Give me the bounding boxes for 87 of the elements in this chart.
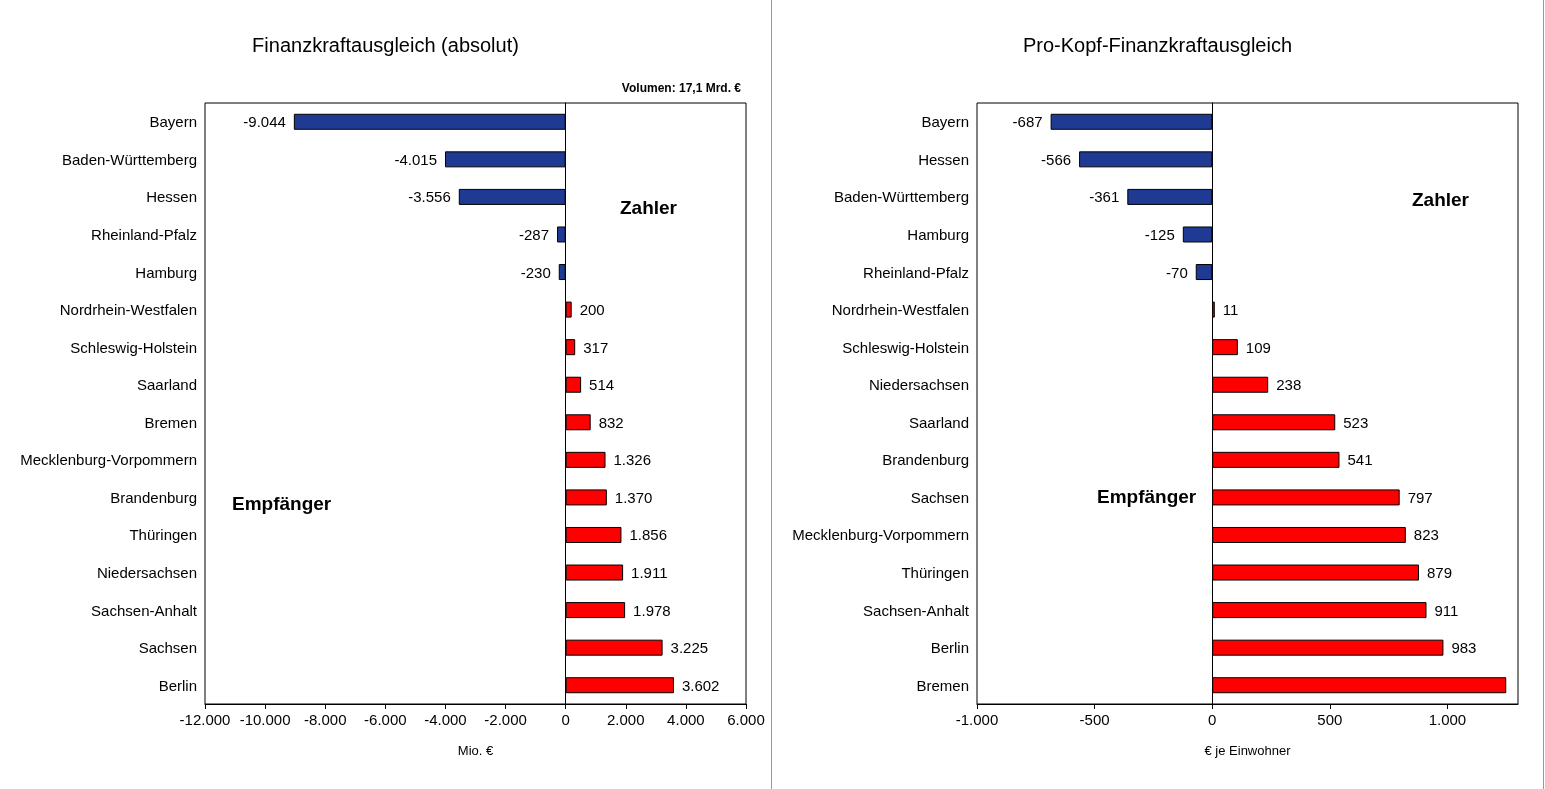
x-tick-label: -10.000 bbox=[239, 711, 291, 728]
x-tick-label: 4.000 bbox=[667, 711, 705, 728]
data-label: 200 bbox=[579, 301, 605, 319]
data-label: 3.225 bbox=[670, 639, 709, 657]
x-axis-title: Mio. € bbox=[457, 743, 494, 758]
x-tick-label: 6.000 bbox=[727, 711, 765, 728]
data-label: 238 bbox=[1276, 376, 1302, 394]
data-label: -125 bbox=[1144, 225, 1175, 243]
data-label: -4.015 bbox=[394, 150, 437, 168]
chart-title: Pro-Kopf-Finanzkraftausgleich bbox=[1022, 34, 1293, 56]
data-label: -9.044 bbox=[243, 113, 286, 131]
y-tick-label: Berlin bbox=[158, 676, 197, 694]
x-tick-label: 500 bbox=[1317, 711, 1343, 728]
data-label: 832 bbox=[598, 413, 624, 431]
x-tick-label: 0 bbox=[561, 711, 570, 728]
y-tick-label: Berlin bbox=[930, 639, 969, 657]
data-label: 523 bbox=[1343, 413, 1369, 431]
x-tick-label: -6.000 bbox=[364, 711, 407, 728]
y-tick-label: Niedersachsen bbox=[868, 376, 969, 394]
data-label: 317 bbox=[583, 338, 609, 356]
x-tick-label: -12.000 bbox=[179, 711, 231, 728]
data-label: 1.856 bbox=[629, 526, 667, 544]
annotation: Empfänger bbox=[1097, 486, 1197, 507]
y-tick-label: Hamburg bbox=[907, 225, 969, 243]
y-tick-label: Saarland bbox=[908, 413, 969, 431]
data-label: 1.370 bbox=[614, 488, 653, 506]
y-tick-label: Thüringen bbox=[901, 564, 969, 582]
annotation: Empfänger bbox=[232, 493, 332, 514]
y-tick-label: Schleswig-Holstein bbox=[842, 338, 969, 356]
data-label: 11 bbox=[1222, 301, 1239, 319]
data-label: 879 bbox=[1426, 564, 1452, 582]
y-tick-label: Mecklenburg-Vorpommern bbox=[792, 526, 969, 544]
data-label: -287 bbox=[519, 225, 550, 243]
annotation: Zahler bbox=[620, 197, 678, 218]
y-tick-label: Hessen bbox=[918, 150, 969, 168]
text: Volumen: 17,1 Mrd. € bbox=[621, 81, 742, 95]
y-tick-label: Bayern bbox=[149, 113, 197, 131]
y-tick-label: Rheinland-Pfalz bbox=[863, 263, 969, 281]
y-tick-label: Baden-Württemberg bbox=[61, 150, 197, 168]
data-label: 911 bbox=[1434, 601, 1459, 619]
y-tick-label: Thüringen bbox=[129, 526, 197, 544]
y-tick-label: Sachsen-Anhalt bbox=[91, 601, 198, 619]
x-axis-title: € je Einwohner bbox=[1204, 743, 1292, 758]
y-tick-label: Bremen bbox=[916, 676, 969, 694]
data-label: 1.978 bbox=[633, 601, 671, 619]
data-label: -361 bbox=[1089, 188, 1120, 206]
data-label: 797 bbox=[1407, 488, 1433, 506]
x-tick-label: 1.000 bbox=[1428, 711, 1467, 728]
data-label: 109 bbox=[1245, 338, 1271, 356]
y-tick-label: Sachsen bbox=[138, 639, 197, 657]
chart-title: Finanzkraftausgleich (absolut) bbox=[252, 34, 519, 56]
y-tick-label: Saarland bbox=[136, 376, 197, 394]
y-tick-label: Nordrhein-Westfalen bbox=[831, 301, 969, 319]
y-tick-label: Hamburg bbox=[135, 263, 197, 281]
y-tick-label: Hessen bbox=[146, 188, 197, 206]
y-tick-label: Sachsen bbox=[910, 488, 969, 506]
y-tick-label: Bayern bbox=[921, 113, 969, 131]
data-label: -230 bbox=[520, 263, 551, 281]
y-tick-label: Schleswig-Holstein bbox=[70, 338, 197, 356]
data-label: 514 bbox=[589, 376, 615, 394]
data-label: -566 bbox=[1041, 150, 1072, 168]
x-tick-label: -4.000 bbox=[424, 711, 467, 728]
data-label: -3.556 bbox=[408, 188, 451, 206]
y-tick-label: Nordrhein-Westfalen bbox=[59, 301, 197, 319]
y-tick-label: Bremen bbox=[144, 413, 197, 431]
data-label: -70 bbox=[1166, 263, 1188, 281]
y-tick-label: Mecklenburg-Vorpommern bbox=[20, 451, 197, 469]
x-tick-label: -1.000 bbox=[955, 711, 999, 728]
y-tick-label: Sachsen-Anhalt bbox=[863, 601, 970, 619]
data-label: 541 bbox=[1347, 451, 1373, 469]
y-tick-label: Brandenburg bbox=[882, 451, 969, 469]
x-tick-label: -500 bbox=[1079, 711, 1110, 728]
x-tick-label: -8.000 bbox=[303, 711, 347, 728]
y-tick-label: Niedersachsen bbox=[96, 564, 197, 582]
x-tick-label: 2.000 bbox=[607, 711, 645, 728]
data-label: 1.911 bbox=[631, 564, 668, 582]
annotation: Zahler bbox=[1412, 189, 1470, 210]
data-label: 983 bbox=[1451, 639, 1477, 657]
x-tick-label: 0 bbox=[1208, 711, 1217, 728]
y-tick-label: Brandenburg bbox=[110, 488, 197, 506]
data-label: 3.602 bbox=[681, 676, 720, 694]
data-label: -687 bbox=[1012, 113, 1043, 131]
x-tick-label: -2.000 bbox=[484, 711, 527, 728]
y-tick-label: Baden-Württemberg bbox=[833, 188, 969, 206]
data-label: 1.326 bbox=[613, 451, 652, 469]
y-tick-label: Rheinland-Pfalz bbox=[91, 225, 197, 243]
data-label: 823 bbox=[1413, 526, 1439, 544]
